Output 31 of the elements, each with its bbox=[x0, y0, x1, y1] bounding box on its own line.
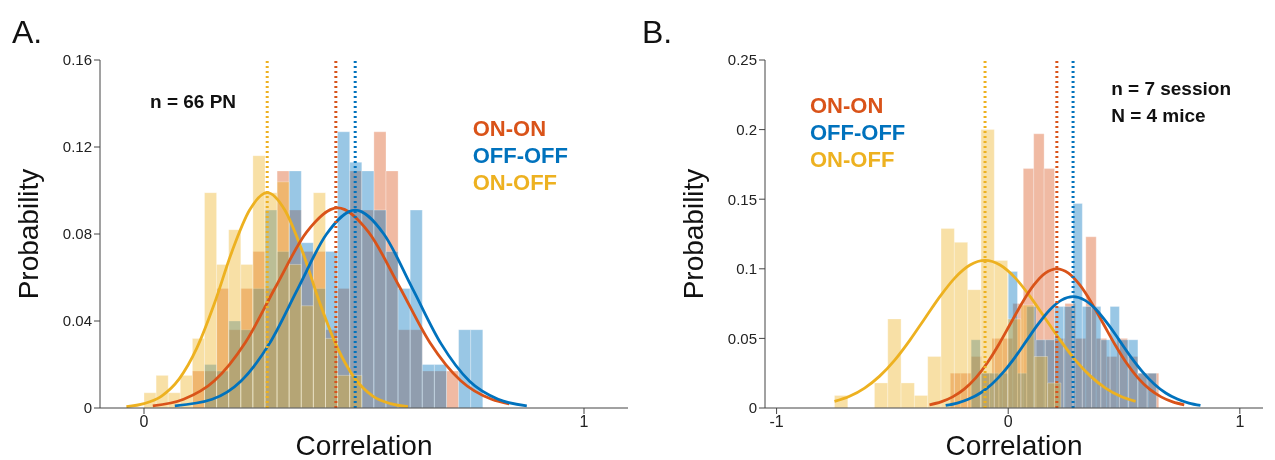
y-tick-label: 0.12 bbox=[62, 138, 92, 156]
text: ON-OFF bbox=[810, 146, 896, 173]
y-tick-label: 0 bbox=[83, 399, 92, 417]
text: OFF-OFF bbox=[810, 119, 906, 146]
x-axis-title: Correlation bbox=[295, 430, 433, 460]
y-axis-title: Probability bbox=[12, 168, 44, 300]
y-tick-label: 0.25 bbox=[727, 51, 757, 69]
y-tick-label: 0.15 bbox=[727, 190, 757, 208]
text: ON-OFF bbox=[472, 169, 558, 196]
y-tick-label: 0 bbox=[748, 399, 757, 417]
y-tick-label: 0.16 bbox=[62, 51, 92, 69]
text: ON-ON bbox=[472, 115, 547, 142]
chart-title: A. bbox=[12, 14, 43, 51]
x-tick-label: 0 bbox=[1003, 413, 1013, 431]
y-tick-label: 0.2 bbox=[736, 120, 757, 138]
y-tick-label: 0.04 bbox=[62, 312, 92, 330]
annotation: n = 7 session bbox=[1111, 77, 1231, 101]
y-axis-title: Probability bbox=[677, 168, 709, 300]
x-tick-label: 0 bbox=[139, 413, 149, 431]
x-tick-label: 1 bbox=[1235, 413, 1245, 431]
y-tick-label: 0.08 bbox=[62, 225, 92, 243]
text: ON-ON bbox=[810, 92, 885, 119]
y-tick-label: 0.1 bbox=[736, 260, 757, 278]
chart-title: B. bbox=[642, 14, 673, 51]
x-tick-label: 1 bbox=[579, 413, 589, 431]
y-tick-label: 0.05 bbox=[727, 329, 757, 347]
annotation: n = 66 PN bbox=[150, 90, 237, 114]
x-axis-title: Correlation bbox=[945, 430, 1083, 460]
annotation: N = 4 mice bbox=[1111, 104, 1207, 128]
x-tick-label: -1 bbox=[769, 413, 784, 431]
text: OFF-OFF bbox=[472, 142, 568, 169]
